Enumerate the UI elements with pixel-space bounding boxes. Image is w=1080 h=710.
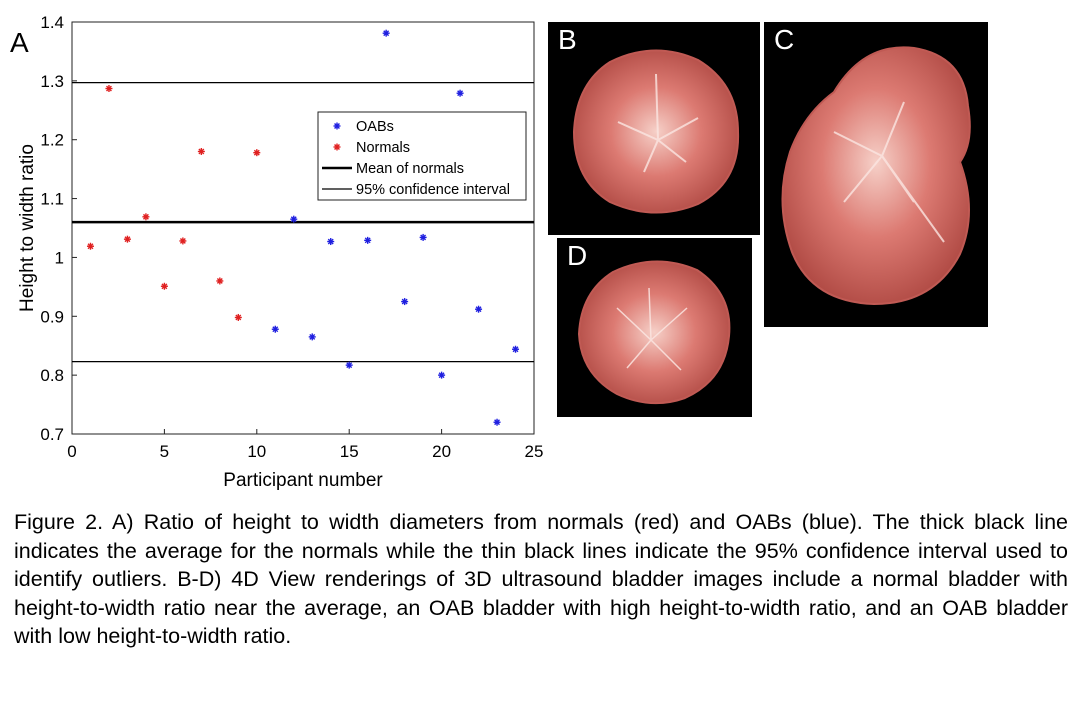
normal-point <box>253 149 261 157</box>
oab-point <box>438 371 446 379</box>
x-tick-label: 20 <box>432 442 451 461</box>
plot-frame <box>71 21 535 435</box>
figure-caption: Figure 2. A) Ratio of height to width di… <box>14 510 1068 649</box>
y-tick-label: 0.9 <box>40 307 64 326</box>
oab-point <box>512 345 520 353</box>
y-tick-label: 0.7 <box>40 425 64 444</box>
panel-d-letter: D <box>567 240 588 271</box>
legend-ci-label: 95% confidence interval <box>356 182 510 198</box>
normal-point <box>197 147 205 155</box>
legend-mean: Mean of normals <box>322 161 464 177</box>
oab-point <box>327 238 335 246</box>
normal-point <box>179 237 187 245</box>
y-tick-label: 1.4 <box>40 13 64 32</box>
x-tick-label: 5 <box>160 442 169 461</box>
y-axis-label: Height to width ratio <box>17 144 38 312</box>
panel-b-image: B <box>548 22 760 235</box>
panel-c-letter: C <box>774 24 795 55</box>
legend-normals: Normals <box>333 140 410 156</box>
y-tick-label: 1.1 <box>40 190 64 209</box>
legend: OABs Normals Mean of normals 95% confidence… <box>317 111 527 201</box>
oab-point <box>364 236 372 244</box>
legend-oabs: OABs <box>333 119 394 135</box>
figure-label: A <box>10 27 29 58</box>
normal-point <box>105 85 113 93</box>
oab-point <box>382 29 390 37</box>
scatter-chart: A 0 5 10 15 20 25 0.7 0.8 0.9 1 1.1 1.2 1.3 1.4 Part… <box>10 13 544 491</box>
bladder-rendering-c <box>781 46 971 306</box>
normal-point <box>216 277 224 285</box>
oab-point <box>308 333 316 341</box>
oab-point <box>456 89 464 97</box>
oab-point <box>345 361 353 369</box>
legend-normals-marker <box>333 143 341 151</box>
normal-point <box>123 235 131 243</box>
panel-c-image: C <box>764 22 988 327</box>
x-axis-label: Participant number <box>223 470 383 491</box>
oab-point <box>271 325 279 333</box>
legend-ci: 95% confidence interval <box>322 182 510 198</box>
x-tick-label: 15 <box>340 442 359 461</box>
legend-mean-label: Mean of normals <box>356 161 464 177</box>
oab-point <box>401 298 409 306</box>
x-tick-label: 25 <box>525 442 544 461</box>
y-tick-label: 1.2 <box>40 131 64 150</box>
y-tick-label: 1 <box>55 248 64 267</box>
normal-point <box>234 313 242 321</box>
y-tick-label: 1.3 <box>40 72 64 91</box>
normal-point <box>160 282 168 290</box>
normal-point <box>142 213 150 221</box>
bladder-rendering-d <box>577 260 731 405</box>
oab-point <box>419 233 427 241</box>
legend-normals-label: Normals <box>356 140 410 156</box>
bladder-rendering-b <box>572 49 740 214</box>
x-tick-label: 10 <box>247 442 266 461</box>
oab-point <box>290 215 298 223</box>
legend-oabs-marker <box>333 122 341 130</box>
oab-point <box>493 418 501 426</box>
normal-point <box>86 242 94 250</box>
oab-point <box>475 305 483 313</box>
panel-b-letter: B <box>558 24 577 55</box>
panel-d-image: D <box>557 238 752 417</box>
y-tick-label: 0.8 <box>40 366 64 385</box>
legend-oabs-label: OABs <box>356 119 394 135</box>
x-tick-label: 0 <box>67 442 76 461</box>
legend-box <box>317 111 527 201</box>
